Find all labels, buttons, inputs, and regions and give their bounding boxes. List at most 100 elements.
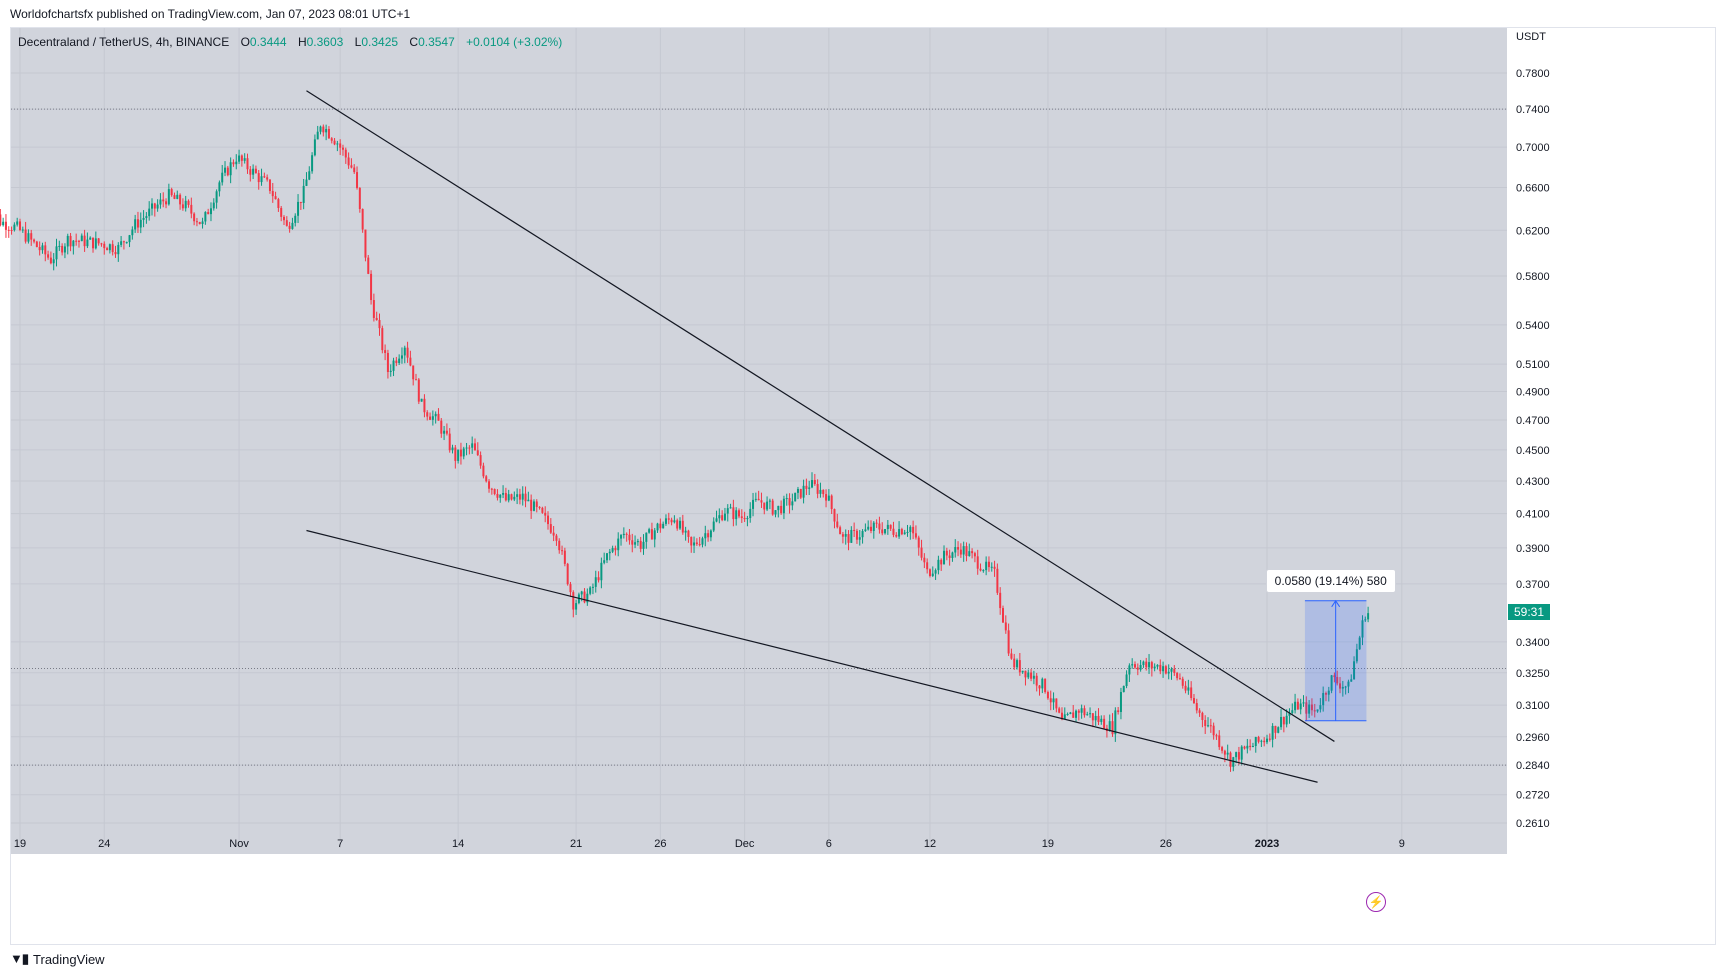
- candle-body: [1268, 738, 1271, 740]
- candle-body: [1111, 721, 1114, 735]
- candle-body: [586, 593, 589, 603]
- candle-body: [448, 433, 451, 451]
- candle-body: [985, 561, 988, 571]
- candle-body: [159, 199, 162, 205]
- candle-body: [308, 171, 311, 180]
- measure-arrow-head: [1331, 599, 1341, 608]
- close-value: 0.3547: [418, 35, 455, 49]
- candle-body: [816, 484, 819, 494]
- candle-body: [976, 556, 979, 569]
- chart-frame[interactable]: [10, 27, 1716, 945]
- candle-body: [1089, 713, 1092, 715]
- candle-body: [156, 204, 159, 209]
- candle-body: [1187, 687, 1190, 691]
- candle-body: [431, 416, 434, 420]
- candle-body: [229, 162, 232, 176]
- candle-body: [263, 176, 266, 178]
- candle-body: [195, 221, 198, 223]
- candle-body: [52, 259, 55, 264]
- x-tick-label: 9: [1399, 838, 1405, 850]
- candle-body: [69, 235, 72, 247]
- candle-body: [957, 547, 960, 550]
- candle-body: [864, 529, 867, 532]
- candle-body: [134, 219, 137, 230]
- candle-body: [1103, 718, 1106, 729]
- candle-body: [614, 548, 617, 551]
- candle-body: [923, 557, 926, 563]
- candle-body: [291, 222, 294, 229]
- candle-body: [780, 505, 783, 514]
- candle-body: [1145, 661, 1148, 668]
- candle-body: [285, 220, 288, 226]
- candle-body: [549, 524, 552, 533]
- candle-body: [1159, 664, 1162, 672]
- candle-body: [962, 546, 965, 555]
- candle-body: [704, 533, 707, 539]
- candle-body: [653, 530, 656, 540]
- candle-body: [212, 202, 215, 209]
- candle-body: [89, 237, 92, 240]
- candle-body: [1310, 704, 1313, 711]
- candle-body: [1021, 670, 1024, 673]
- candle-body: [330, 138, 333, 141]
- candle-body: [260, 176, 263, 183]
- candle-body: [1176, 672, 1179, 679]
- lightning-icon[interactable]: ⚡: [1366, 892, 1387, 912]
- candle-body: [676, 520, 679, 529]
- candle-body: [80, 235, 83, 242]
- candle-body: [622, 533, 625, 536]
- candle-body: [881, 529, 884, 534]
- candle-body: [1167, 671, 1170, 674]
- tradingview-logo[interactable]: ▼▮ TradingView: [10, 951, 105, 967]
- candle-body: [594, 577, 597, 587]
- candle-body: [215, 191, 218, 203]
- candle-body: [75, 240, 78, 242]
- candle-body: [1201, 712, 1204, 721]
- candle-body: [752, 499, 755, 509]
- candle-body: [552, 532, 555, 536]
- candle-body: [1361, 620, 1364, 638]
- candle-body: [709, 530, 712, 538]
- candle-body: [617, 538, 620, 551]
- candle-body: [145, 216, 148, 218]
- candle-body: [1094, 715, 1097, 721]
- candle-body: [66, 235, 69, 247]
- candle-body: [754, 498, 757, 500]
- open-value: 0.3444: [249, 35, 287, 49]
- open-label: O: [240, 35, 250, 49]
- candle-body: [589, 587, 592, 594]
- candle-body: [443, 430, 446, 434]
- candle-body: [1156, 664, 1159, 667]
- candle-body: [521, 493, 524, 500]
- measure-tool[interactable]: [1304, 599, 1367, 722]
- candle-body: [679, 520, 682, 529]
- candle-body: [580, 591, 583, 595]
- candle-body: [1148, 662, 1151, 668]
- x-tick-label: 19: [14, 838, 26, 850]
- candle-body: [327, 128, 330, 139]
- candle-body: [715, 518, 718, 522]
- symbol-name[interactable]: Decentraland / TetherUS, 4h, BINANCE: [18, 35, 230, 49]
- candle-body: [1271, 725, 1274, 740]
- candle-body: [1364, 619, 1367, 621]
- candle-body: [1170, 668, 1173, 672]
- candle-body: [238, 155, 241, 162]
- candle-body: [1296, 701, 1299, 710]
- y-tick-label: 0.3700: [1516, 579, 1550, 591]
- candle-body: [1086, 714, 1089, 716]
- candle-body: [518, 494, 521, 500]
- candle-body: [0, 214, 2, 226]
- y-tick-label: 0.4300: [1516, 476, 1550, 488]
- upper-trendline: [306, 90, 1335, 742]
- candle-body: [940, 559, 943, 565]
- low-label: L: [354, 35, 362, 49]
- candle-body: [114, 252, 117, 255]
- candle-body: [1013, 658, 1016, 668]
- candle-body: [1322, 693, 1325, 706]
- candle-body: [1344, 686, 1347, 688]
- candle-body: [254, 168, 257, 174]
- y-tick-label: 0.2840: [1516, 760, 1550, 772]
- candle-body: [906, 531, 909, 533]
- trendlines[interactable]: [306, 90, 1335, 783]
